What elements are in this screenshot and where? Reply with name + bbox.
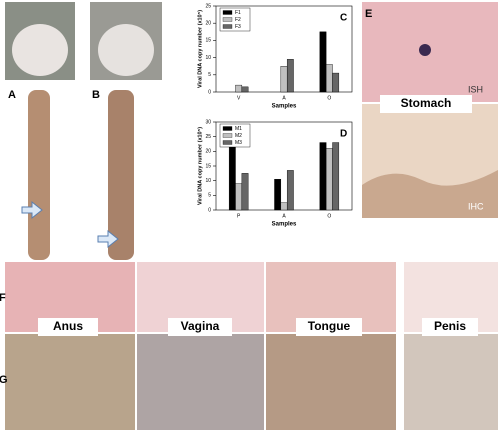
legend-swatch bbox=[222, 10, 233, 15]
legend-label: F3 bbox=[235, 24, 241, 30]
photo-penis-ihc bbox=[404, 334, 498, 430]
x-axis-label: Samples bbox=[272, 222, 297, 228]
panel-label: A bbox=[8, 89, 16, 101]
photo-tongue-ihc bbox=[266, 334, 396, 430]
y-tick-label: 25 bbox=[205, 3, 211, 9]
y-axis-label: Viral DNA copy number (x10⁵) bbox=[197, 10, 203, 88]
x-axis-label: Samples bbox=[272, 104, 297, 110]
legend-swatch bbox=[222, 17, 233, 22]
label-box bbox=[422, 318, 478, 336]
legend-swatch bbox=[222, 133, 233, 138]
y-tick-label: 20 bbox=[205, 149, 211, 155]
photo-anus-ihc bbox=[5, 334, 135, 430]
x-tick-label: A bbox=[282, 95, 286, 101]
bar bbox=[241, 173, 249, 211]
y-axis-label: Viral DNA copy number (x10⁵) bbox=[197, 127, 203, 205]
bar bbox=[280, 202, 288, 211]
legend-swatch bbox=[222, 140, 233, 145]
y-tick-label: 0 bbox=[208, 207, 211, 213]
panel-label: D bbox=[340, 129, 347, 140]
bar bbox=[286, 59, 294, 93]
legend-swatch bbox=[222, 24, 233, 29]
x-tick-label: P bbox=[237, 213, 241, 219]
legend-swatch bbox=[222, 126, 233, 131]
legend-label: F2 bbox=[235, 17, 241, 23]
bar bbox=[325, 148, 333, 211]
mouse-head bbox=[98, 24, 154, 76]
photo-intestine-b bbox=[108, 90, 134, 260]
bar bbox=[286, 170, 294, 211]
legend-label: M3 bbox=[235, 140, 242, 146]
y-tick-label: 25 bbox=[205, 134, 211, 140]
y-tick-label: 15 bbox=[205, 38, 211, 44]
mouse-head bbox=[12, 24, 68, 76]
x-tick-label: O bbox=[327, 213, 331, 219]
label-box bbox=[168, 318, 232, 336]
bar bbox=[274, 178, 282, 211]
arrow bbox=[97, 229, 119, 249]
label: Vagina bbox=[181, 319, 220, 333]
y-tick-label: 20 bbox=[205, 21, 211, 27]
y-tick-label: 10 bbox=[205, 178, 211, 184]
label: ISH bbox=[468, 84, 483, 94]
bar bbox=[235, 183, 243, 211]
bar bbox=[280, 65, 288, 93]
y-tick-label: 5 bbox=[208, 193, 211, 199]
panel-label: E bbox=[365, 8, 372, 20]
y-tick-label: 5 bbox=[208, 72, 211, 78]
arrow bbox=[21, 200, 43, 220]
bar bbox=[332, 142, 340, 211]
stain bbox=[419, 44, 431, 56]
legend-label: M2 bbox=[235, 133, 242, 139]
label-box bbox=[38, 318, 98, 336]
bar bbox=[325, 64, 333, 93]
bar bbox=[319, 142, 327, 211]
label: Anus bbox=[53, 319, 83, 333]
y-tick-label: 10 bbox=[205, 55, 211, 61]
panel-label: F bbox=[0, 292, 6, 304]
x-tick-label: A bbox=[282, 213, 286, 219]
bar bbox=[319, 31, 327, 93]
panel-label: C bbox=[340, 13, 347, 24]
bar bbox=[241, 86, 249, 93]
panel-label: G bbox=[0, 374, 8, 386]
y-tick-label: 0 bbox=[208, 89, 211, 95]
label: Tongue bbox=[308, 319, 351, 333]
photo-intestine-a bbox=[28, 90, 50, 260]
label: Penis bbox=[434, 319, 466, 333]
x-tick-label: O bbox=[327, 95, 331, 101]
panel-label: B bbox=[92, 89, 100, 101]
label: Stomach bbox=[401, 96, 452, 110]
y-tick-label: 30 bbox=[205, 119, 211, 125]
photo-vagina-ihc bbox=[137, 334, 264, 430]
label-box bbox=[380, 95, 472, 113]
bar bbox=[332, 72, 340, 93]
x-tick-label: V bbox=[237, 95, 241, 101]
y-tick-label: 15 bbox=[205, 163, 211, 169]
tissue bbox=[362, 170, 498, 218]
bar bbox=[235, 84, 243, 93]
legend-label: M1 bbox=[235, 126, 242, 132]
bar bbox=[228, 139, 236, 211]
legend-label: F1 bbox=[235, 10, 241, 16]
label-box bbox=[296, 318, 362, 336]
label: IHC bbox=[468, 201, 484, 211]
